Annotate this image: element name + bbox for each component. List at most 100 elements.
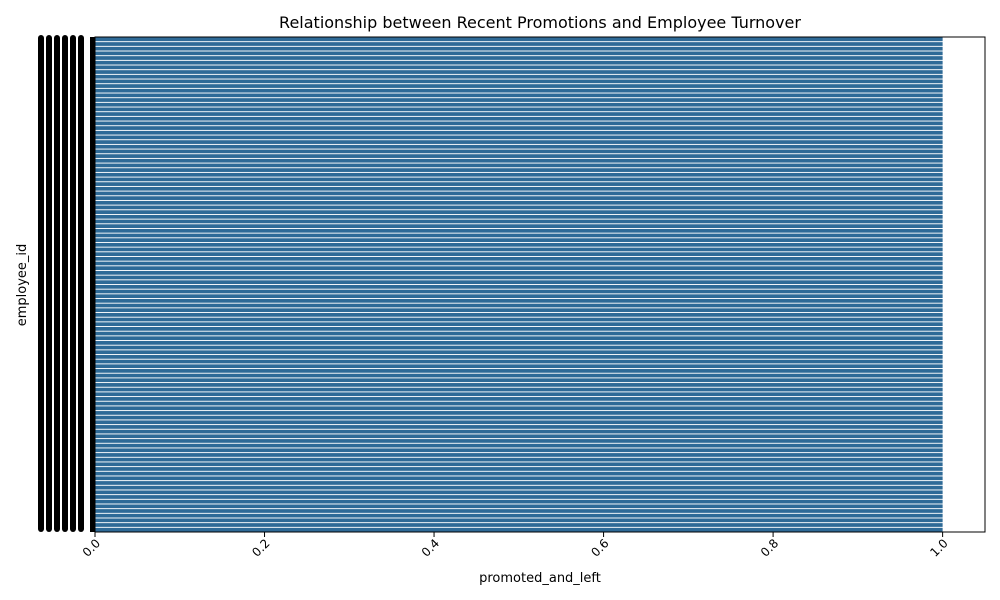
- bar: [95, 308, 943, 313]
- bar: [95, 453, 943, 457]
- y-tick-label-smear: [62, 35, 68, 532]
- bar: [95, 420, 943, 425]
- bar: [95, 112, 943, 116]
- bar: [95, 439, 943, 443]
- bar: [95, 317, 943, 322]
- bar: [95, 345, 943, 350]
- bar: [95, 238, 943, 243]
- bar: [95, 298, 943, 303]
- bar: [95, 172, 943, 177]
- bar: [95, 485, 943, 490]
- bar: [95, 228, 943, 233]
- chart-title: Relationship between Recent Promotions a…: [279, 13, 801, 32]
- bar: [95, 280, 943, 285]
- bar: [95, 270, 943, 275]
- bar: [95, 392, 943, 397]
- bar: [95, 359, 943, 364]
- bar: [95, 467, 943, 471]
- bar: [95, 490, 943, 495]
- bar: [95, 79, 943, 84]
- bar: [95, 518, 943, 523]
- bar: [95, 448, 943, 453]
- y-tick-label-smear: [70, 35, 76, 532]
- y-tick-label-smear: [46, 35, 52, 532]
- bar: [95, 140, 943, 144]
- bar: [95, 56, 943, 60]
- bar: [95, 331, 943, 336]
- y-axis-label: employee_id: [15, 244, 30, 327]
- bar: [95, 224, 943, 228]
- bar: [95, 350, 943, 355]
- bar: [95, 481, 943, 485]
- bar: [95, 51, 943, 56]
- bar: [95, 233, 943, 238]
- bar: [95, 373, 943, 378]
- bar: [95, 289, 943, 294]
- bar: [95, 411, 943, 415]
- y-tick-label-smear: [54, 35, 60, 532]
- bar: [95, 60, 943, 65]
- y-tick-labels: [38, 35, 95, 532]
- bar: [95, 107, 943, 112]
- bar: [95, 84, 943, 88]
- bar: [95, 182, 943, 186]
- bar: [95, 158, 943, 163]
- bar: [95, 401, 943, 406]
- bar: [95, 196, 943, 200]
- bar: [95, 327, 943, 331]
- bar: [95, 499, 943, 504]
- bar: [95, 397, 943, 401]
- bar: [95, 205, 943, 210]
- bar: [95, 415, 943, 420]
- bar: [95, 443, 943, 448]
- bar: [95, 177, 943, 182]
- bar: [95, 144, 943, 149]
- bar: [95, 74, 943, 79]
- bar: [95, 284, 943, 289]
- bar: [95, 266, 943, 271]
- bar: [95, 88, 943, 93]
- bar: [95, 336, 943, 341]
- bar: [95, 509, 943, 513]
- y-tick-label-smear: [38, 35, 44, 532]
- bar: [95, 102, 943, 107]
- bar: [95, 70, 943, 74]
- bar: [95, 256, 943, 261]
- bar: [95, 121, 943, 126]
- bar: [95, 527, 943, 532]
- bar: [95, 135, 943, 140]
- bar: [95, 126, 943, 130]
- plot-frame: [94, 36, 986, 533]
- bar: [95, 186, 943, 191]
- x-axis-label: promoted_and_left: [479, 571, 601, 586]
- bar: [95, 364, 943, 369]
- bar: [95, 457, 943, 462]
- plot-border: [94, 36, 986, 533]
- bar: [95, 130, 943, 135]
- bar: [95, 312, 943, 317]
- bar: [95, 168, 943, 172]
- bar: [95, 242, 943, 247]
- bar: [95, 42, 943, 46]
- bar: [95, 434, 943, 439]
- bar: [95, 46, 943, 51]
- bar: [95, 341, 943, 345]
- bar: [95, 191, 943, 196]
- y-tick-marks: [90, 37, 95, 532]
- bar: [95, 116, 943, 121]
- bar: [95, 355, 943, 359]
- bar: [95, 513, 943, 518]
- bar: [95, 210, 943, 214]
- bar: [95, 149, 943, 154]
- bar: [95, 387, 943, 392]
- bar: [95, 247, 943, 252]
- bar: [95, 261, 943, 266]
- bar: [95, 303, 943, 308]
- bar: [95, 252, 943, 257]
- bar: [95, 425, 943, 429]
- bar: [95, 495, 943, 499]
- bar: [95, 369, 943, 373]
- bar: [95, 219, 943, 224]
- bar: [95, 275, 943, 280]
